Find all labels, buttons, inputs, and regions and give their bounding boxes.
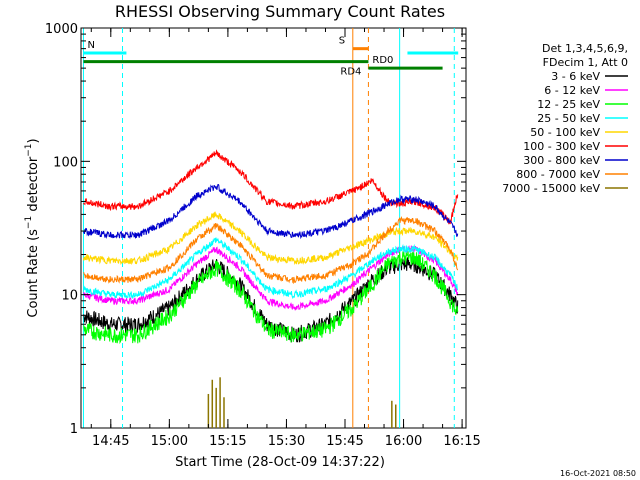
timestamp: 16-Oct-2021 08:50 [560, 469, 636, 478]
x-tick-label: 15:30 [268, 434, 305, 449]
legend-entry-label: 3 - 6 keV [551, 70, 600, 83]
series-line [83, 237, 459, 300]
bar-label: RD4 [340, 67, 361, 78]
bar-label: N [87, 40, 94, 51]
legend-entry-label: 100 - 300 keV [523, 140, 600, 153]
legend-header: FDecim 1, Att 0 [543, 56, 628, 69]
axes-frame [80, 27, 467, 429]
x-tick-label: 16:15 [443, 434, 480, 449]
y-tick-label: 1 [70, 422, 78, 437]
legend-entry-label: 12 - 25 keV [537, 98, 600, 111]
y-tick-label: 10 [61, 289, 78, 304]
x-tick-label: 15:00 [151, 434, 188, 449]
bar-label: RD0 [372, 55, 393, 66]
series-line [83, 183, 459, 240]
series-line [83, 149, 459, 225]
y-axis-label: Count Rate (s−1 detector−1) [24, 138, 41, 317]
legend-entry-label: 7000 - 15000 keV [502, 182, 600, 195]
x-tick-label: 15:15 [209, 434, 246, 449]
chart-title: RHESSI Observing Summary Count Rates [115, 2, 445, 21]
series-line [83, 211, 459, 266]
legend-entry-label: 800 - 7000 keV [516, 168, 600, 181]
legend-entry-label: 50 - 100 keV [530, 126, 600, 139]
y-tick-label: 1000 [45, 22, 78, 37]
x-tick-label: 14:45 [92, 434, 129, 449]
series-line [83, 250, 459, 345]
series-line [83, 216, 459, 285]
y-tick-label: 100 [53, 155, 78, 170]
bar-label: S [339, 36, 345, 47]
legend-entry-label: 25 - 50 keV [537, 112, 600, 125]
x-tick-label: 16:00 [385, 434, 422, 449]
x-axis-label: Start Time (28-Oct-09 14:37:22) [175, 455, 385, 470]
legend-header: Det 1,3,4,5,6,9, [542, 42, 628, 55]
x-tick-label: 15:45 [326, 434, 363, 449]
legend-entry-label: 300 - 800 keV [523, 154, 600, 167]
legend-entry-label: 6 - 12 keV [544, 84, 600, 97]
